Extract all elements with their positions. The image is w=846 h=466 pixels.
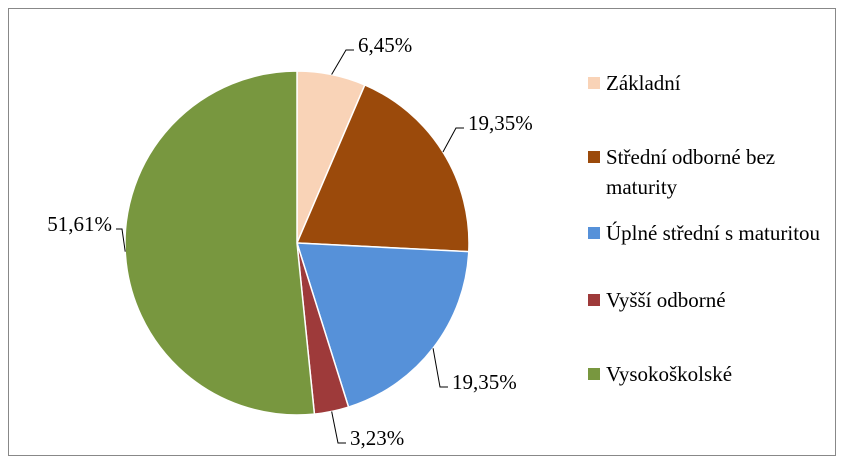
- pie-slice: [124, 70, 316, 416]
- leader-line: [331, 411, 346, 444]
- pie-slice: [295, 242, 470, 409]
- legend-label: Vysokoškolské: [606, 362, 733, 386]
- chart-frame: [8, 8, 836, 456]
- data-label: 3,23%: [350, 426, 404, 450]
- legend-swatch: [588, 77, 600, 89]
- legend-swatch: [588, 294, 600, 306]
- data-label: 19,35%: [468, 111, 533, 135]
- legend-swatch: [588, 227, 600, 239]
- data-label: 51,61%: [47, 212, 112, 236]
- leader-line: [116, 228, 126, 252]
- leader-line: [331, 49, 354, 75]
- legend-label: Střední odborné bez maturity: [606, 145, 776, 199]
- leader-line: [442, 127, 464, 153]
- legend-swatch: [588, 368, 600, 380]
- pie-slice: [295, 83, 470, 253]
- data-label: 6,45%: [358, 33, 412, 57]
- legend-label: Vyšší odborné: [606, 288, 726, 312]
- legend-label: Úplné střední s maturitou: [606, 221, 821, 245]
- data-label: 19,35%: [452, 370, 517, 394]
- legend-label: Základní: [606, 71, 681, 95]
- leader-line: [432, 348, 448, 388]
- legend-swatch: [588, 151, 600, 163]
